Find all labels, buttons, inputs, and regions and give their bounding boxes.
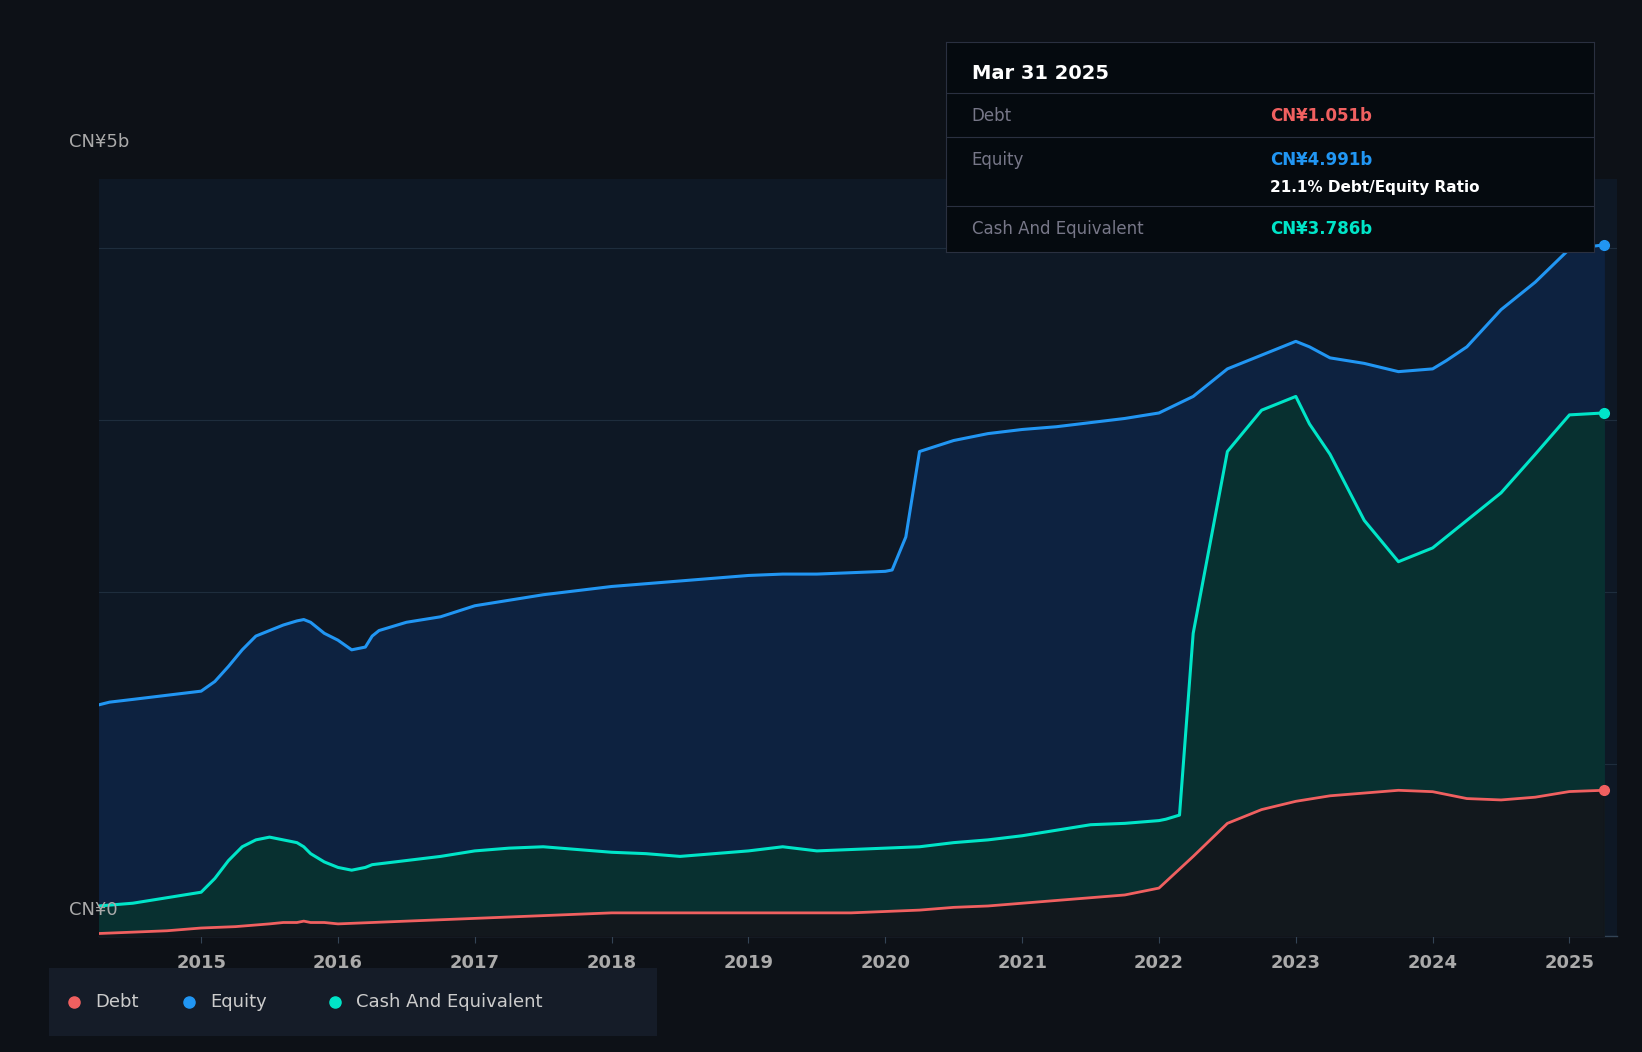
Text: Debt: Debt bbox=[972, 106, 1011, 125]
Text: CN¥4.991b: CN¥4.991b bbox=[1271, 150, 1373, 169]
Text: CN¥5b: CN¥5b bbox=[69, 133, 130, 151]
Text: CN¥1.051b: CN¥1.051b bbox=[1271, 106, 1373, 125]
Text: Cash And Equivalent: Cash And Equivalent bbox=[356, 993, 542, 1011]
Text: Mar 31 2025: Mar 31 2025 bbox=[972, 64, 1108, 83]
Text: 21.1% Debt/Equity Ratio: 21.1% Debt/Equity Ratio bbox=[1271, 180, 1479, 195]
Text: CN¥3.786b: CN¥3.786b bbox=[1271, 220, 1373, 239]
Text: Equity: Equity bbox=[210, 993, 268, 1011]
Text: Equity: Equity bbox=[972, 150, 1025, 169]
Text: Debt: Debt bbox=[95, 993, 138, 1011]
Text: Cash And Equivalent: Cash And Equivalent bbox=[972, 220, 1143, 239]
Text: CN¥0: CN¥0 bbox=[69, 901, 118, 919]
